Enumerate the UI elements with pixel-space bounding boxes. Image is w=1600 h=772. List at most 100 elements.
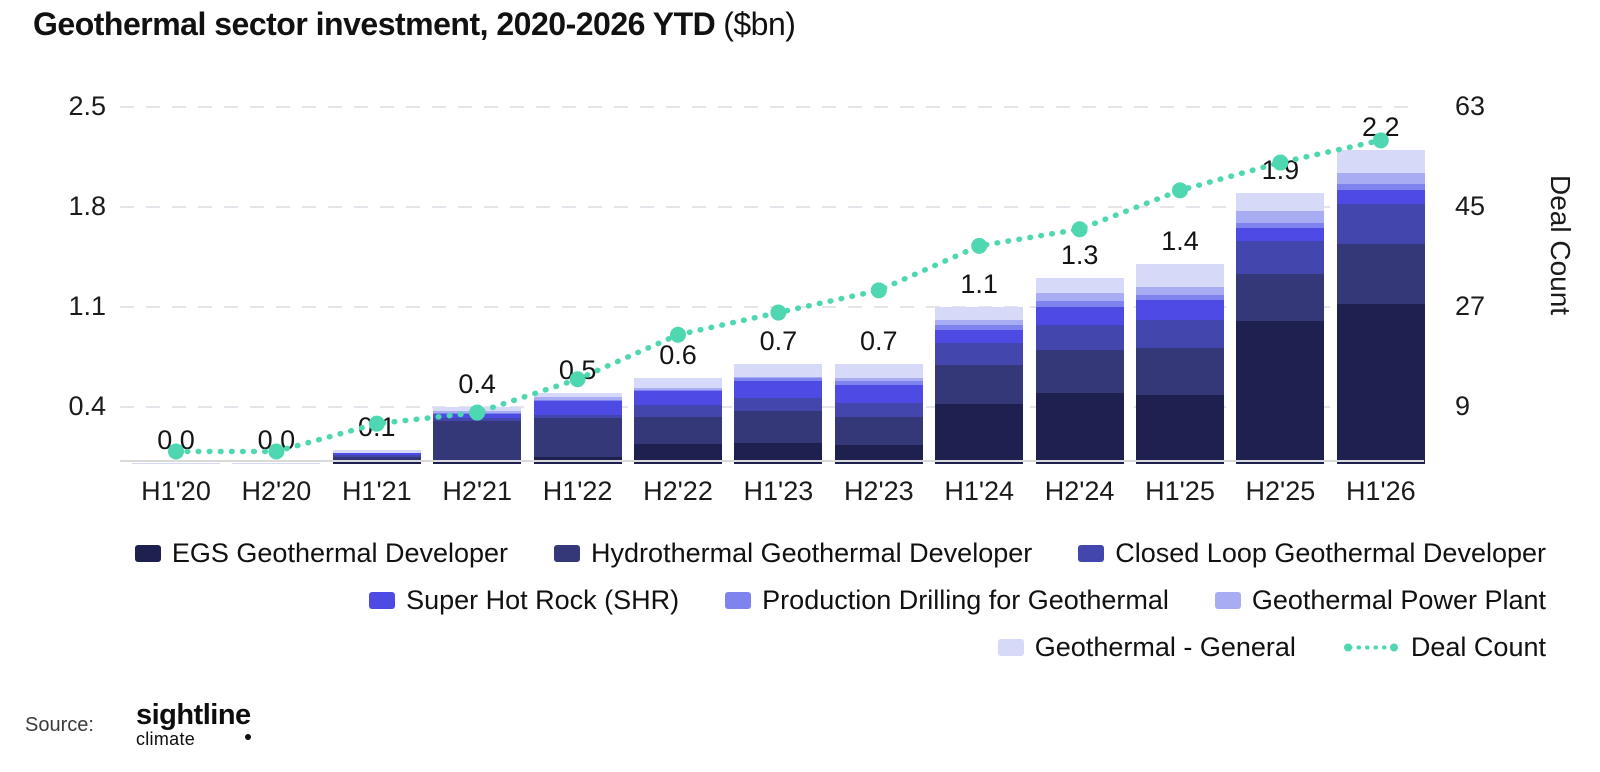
bar-segment-super-hot-rock-shr-[interactable] [433, 414, 522, 419]
logo-subtitle-row: climate [136, 730, 252, 748]
bar-segment-geothermal-general[interactable] [1136, 264, 1224, 287]
bar-segment-closed-loop-geothermal-developer[interactable] [533, 415, 622, 419]
legend-swatch-icon [1214, 592, 1241, 609]
bar-segment-geothermal-general[interactable] [132, 462, 220, 464]
bar-segment-hydrothermal-geothermal-developer[interactable] [1136, 348, 1224, 396]
bar-segment-hydrothermal-geothermal-developer[interactable] [834, 416, 923, 446]
bar-segment-hydrothermal-geothermal-developer[interactable] [935, 365, 1024, 404]
x-axis-label: H1'21 [341, 476, 412, 506]
bar-segment-egs-geothermal-developer[interactable] [1336, 304, 1425, 464]
bar-segment-geothermal-power-plant[interactable] [1236, 211, 1325, 223]
bar-segment-geothermal-power-plant[interactable] [1336, 172, 1425, 184]
bar-segment-hydrothermal-geothermal-developer[interactable] [734, 411, 823, 443]
deal-count-point[interactable] [1172, 182, 1188, 199]
bar-segment-geothermal-general[interactable] [1236, 192, 1325, 212]
bar-segment-production-drilling-for-geothermal[interactable] [1336, 184, 1425, 190]
bar-segment-geothermal-general[interactable] [433, 406, 522, 412]
bar-segment-geothermal-general[interactable] [634, 378, 722, 389]
x-axis-label: H1'23 [743, 476, 814, 506]
bar-segment-geothermal-power-plant[interactable] [1035, 292, 1124, 302]
bar-segment-hydrothermal-geothermal-developer[interactable] [1236, 274, 1325, 322]
bar-segment-geothermal-general[interactable] [1035, 278, 1124, 293]
bar-value-label: 1.1 [960, 268, 998, 299]
bar-segment-egs-geothermal-developer[interactable] [1136, 395, 1224, 464]
bar-value-label: 0.1 [358, 411, 396, 442]
bar-segment-geothermal-general[interactable] [533, 392, 622, 397]
legend-item-geothermal-power-plant[interactable]: Geothermal Power Plant [1214, 585, 1546, 616]
bar-segment-production-drilling-for-geothermal[interactable] [634, 389, 722, 392]
bar-segment-geothermal-power-plant[interactable] [533, 396, 622, 400]
deal-count-point[interactable] [870, 282, 887, 299]
bar-segment-closed-loop-geothermal-developer[interactable] [433, 418, 522, 422]
bar-segment-hydrothermal-geothermal-developer[interactable] [232, 463, 321, 465]
bar-segment-closed-loop-geothermal-developer[interactable] [834, 402, 923, 417]
legend-item-hydrothermal-geothermal-developer[interactable]: Hydrothermal Geothermal Developer [554, 538, 1032, 569]
bar-segment-hydrothermal-geothermal-developer[interactable] [1035, 349, 1124, 393]
bar-segment-super-hot-rock-shr-[interactable] [332, 452, 421, 456]
bar-segment-geothermal-general[interactable] [734, 364, 823, 377]
bar-segment-egs-geothermal-developer[interactable] [1035, 392, 1124, 464]
deal-count-point[interactable] [971, 237, 988, 254]
bar-segment-geothermal-general[interactable] [332, 449, 421, 453]
bar-segment-production-drilling-for-geothermal[interactable] [1136, 295, 1224, 300]
legend-item-deal-count[interactable]: Deal Count [1342, 632, 1546, 663]
legend-label: Closed Loop Geothermal Developer [1115, 538, 1546, 568]
bar-segment-hydrothermal-geothermal-developer[interactable] [1336, 244, 1425, 304]
bar-segment-closed-loop-geothermal-developer[interactable] [935, 342, 1024, 366]
bar-segment-geothermal-power-plant[interactable] [834, 378, 923, 382]
legend-item-production-drilling-for-geothermal[interactable]: Production Drilling for Geothermal [725, 585, 1169, 616]
bar-segment-super-hot-rock-shr-[interactable] [1035, 306, 1124, 326]
bar-segment-super-hot-rock-shr-[interactable] [1236, 228, 1325, 242]
legend-item-super-hot-rock-shr-[interactable]: Super Hot Rock (SHR) [369, 585, 679, 616]
bar-segment-geothermal-power-plant[interactable] [734, 376, 823, 379]
legend-swatch-icon [997, 639, 1024, 656]
legend-item-egs-geothermal-developer[interactable]: EGS Geothermal Developer [134, 538, 508, 569]
bar-segment-production-drilling-for-geothermal[interactable] [834, 381, 923, 386]
bar-segment-production-drilling-for-geothermal[interactable] [935, 325, 1024, 330]
bar-segment-super-hot-rock-shr-[interactable] [1136, 299, 1224, 320]
bar-segment-super-hot-rock-shr-[interactable] [634, 391, 722, 406]
deal-count-point[interactable] [1071, 221, 1088, 238]
y-axis-tick-label: 0.4 [68, 390, 106, 421]
bar-segment-geothermal-general[interactable] [935, 306, 1024, 320]
legend-label: Hydrothermal Geothermal Developer [591, 538, 1033, 568]
bar-segment-egs-geothermal-developer[interactable] [1236, 321, 1325, 464]
bar-segment-closed-loop-geothermal-developer[interactable] [1136, 319, 1224, 349]
bar-segment-hydrothermal-geothermal-developer[interactable] [533, 418, 622, 457]
bar-segment-production-drilling-for-geothermal[interactable] [734, 378, 823, 382]
legend-item-geothermal-general[interactable]: Geothermal - General [997, 632, 1296, 663]
bar-segment-production-drilling-for-geothermal[interactable] [1236, 222, 1325, 229]
bar-segment-egs-geothermal-developer[interactable] [332, 461, 421, 464]
bar-segment-closed-loop-geothermal-developer[interactable] [734, 398, 823, 412]
x-axis-label: H2'20 [241, 476, 312, 506]
legend-item-closed-loop-geothermal-developer[interactable]: Closed Loop Geothermal Developer [1078, 538, 1546, 569]
bar-segment-super-hot-rock-shr-[interactable] [935, 329, 1024, 343]
bar-segment-hydrothermal-geothermal-developer[interactable] [634, 416, 722, 444]
bar-segment-super-hot-rock-shr-[interactable] [734, 381, 823, 399]
bar-segment-closed-loop-geothermal-developer[interactable] [1035, 325, 1124, 350]
bar-segment-hydrothermal-geothermal-developer[interactable] [433, 421, 522, 460]
bar-segment-production-drilling-for-geothermal[interactable] [1035, 301, 1124, 307]
bar-segment-hydrothermal-geothermal-developer[interactable] [332, 456, 421, 462]
bar-segment-geothermal-power-plant[interactable] [433, 411, 522, 413]
bar-segment-geothermal-power-plant[interactable] [1136, 286, 1224, 296]
deal-count-tick-label: 9 [1455, 390, 1471, 421]
bar-segment-closed-loop-geothermal-developer[interactable] [1236, 241, 1325, 274]
bar-segment-geothermal-power-plant[interactable] [634, 388, 722, 390]
bar-segment-super-hot-rock-shr-[interactable] [834, 385, 923, 403]
bar-segment-production-drilling-for-geothermal[interactable] [533, 399, 622, 402]
legend-label: Geothermal - General [1034, 632, 1296, 662]
bar-segment-closed-loop-geothermal-developer[interactable] [332, 455, 421, 457]
bar-segment-geothermal-general[interactable] [232, 462, 321, 464]
bar-segment-closed-loop-geothermal-developer[interactable] [1336, 204, 1425, 244]
bar-segment-super-hot-rock-shr-[interactable] [533, 401, 622, 416]
bar-segment-closed-loop-geothermal-developer[interactable] [634, 405, 722, 417]
bar-segment-egs-geothermal-developer[interactable] [935, 404, 1024, 464]
bar-segment-production-drilling-for-geothermal[interactable] [433, 412, 522, 414]
y-axis-tick-label: 2.5 [68, 90, 106, 121]
bar-segment-geothermal-general[interactable] [834, 364, 923, 379]
bar-segment-hydrothermal-geothermal-developer[interactable] [132, 463, 220, 465]
bar-segment-geothermal-power-plant[interactable] [935, 319, 1024, 326]
bar-segment-geothermal-general[interactable] [1336, 149, 1425, 173]
bar-segment-super-hot-rock-shr-[interactable] [1336, 189, 1425, 204]
